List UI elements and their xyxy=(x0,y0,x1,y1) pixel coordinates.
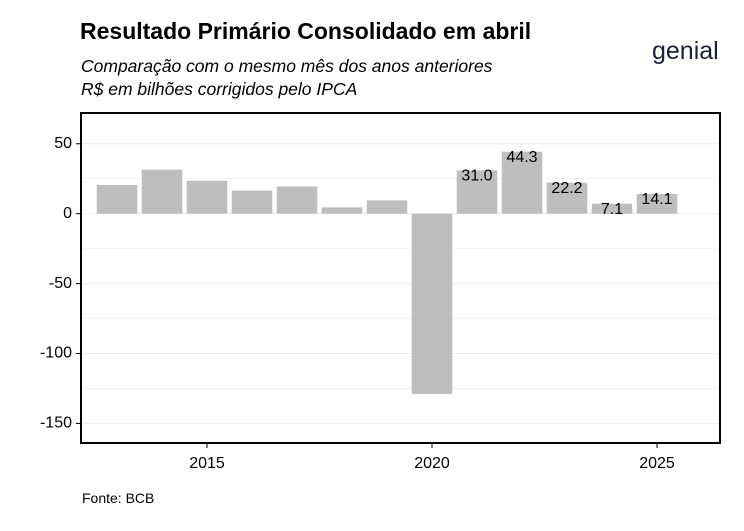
source-note: Fonte: BCB xyxy=(82,490,155,506)
chart-title: Resultado Primário Consolidado em abril xyxy=(80,18,532,44)
x-axis: 2015 2020 2025 xyxy=(189,443,675,472)
bar-2018 xyxy=(321,207,363,214)
bar-2015 xyxy=(186,180,228,214)
bar-2020 xyxy=(411,213,453,395)
bar-2022 xyxy=(501,151,543,214)
chart-subtitle-line2: R$ em bilhões corrigidos pelo IPCA xyxy=(81,79,358,99)
y-tick-label: 50 xyxy=(54,135,72,152)
y-tick-label: 0 xyxy=(63,205,72,222)
genial-logo: genial xyxy=(652,37,719,65)
bar-2013 xyxy=(96,185,138,214)
bar-2023 xyxy=(546,182,588,214)
bar-2014 xyxy=(141,169,183,214)
data-label-2024: 7.1 xyxy=(601,201,623,218)
bar-2025 xyxy=(636,193,678,214)
bar-2024 xyxy=(591,203,633,214)
bar-2021 xyxy=(456,170,498,214)
x-tick-label: 2020 xyxy=(414,455,450,472)
data-label-2023: 22.2 xyxy=(551,180,582,197)
y-tick-label: -50 xyxy=(49,275,72,292)
chart-subtitle-line1: Comparação com o mesmo mês dos anos ante… xyxy=(81,56,493,76)
y-tick-label: -100 xyxy=(40,345,72,362)
x-tick-label: 2015 xyxy=(189,455,225,472)
bars xyxy=(96,151,678,395)
bar-2017 xyxy=(276,186,318,214)
y-axis: 50 0 -50 -100 -150 xyxy=(40,135,81,432)
grid-lines xyxy=(81,143,720,424)
y-tick-label: -150 xyxy=(40,415,72,432)
x-tick-label: 2025 xyxy=(639,455,675,472)
bar-2019 xyxy=(366,200,408,214)
bar-2016 xyxy=(231,190,273,214)
data-labels: 31.0 44.3 22.2 7.1 14.1 xyxy=(461,149,672,218)
data-label-2022: 44.3 xyxy=(506,149,537,166)
data-label-2021: 31.0 xyxy=(461,168,492,185)
data-label-2025: 14.1 xyxy=(641,191,672,208)
plot-frame xyxy=(80,112,721,444)
